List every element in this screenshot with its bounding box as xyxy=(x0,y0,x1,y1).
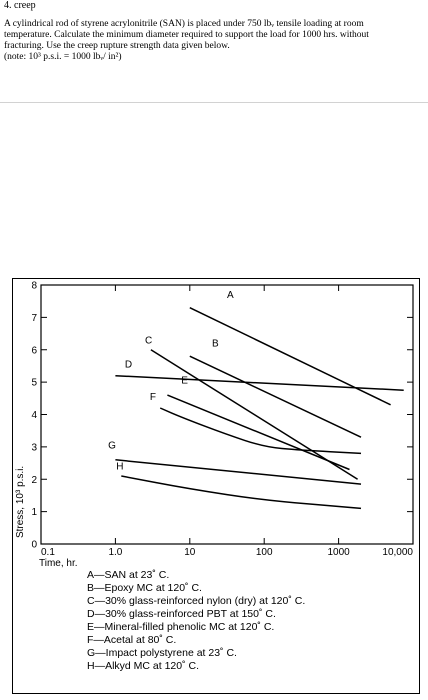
series-label-h: H xyxy=(116,462,123,473)
legend-item-b: B—Epoxy MC at 120˚ C. xyxy=(87,582,202,594)
y-tick-label-2: 2 xyxy=(31,475,37,486)
legend-item-e: E—Mineral-filled phenolic MC at 120˚ C. xyxy=(87,621,274,633)
series-line-g xyxy=(115,459,362,485)
legend-item-a: A—SAN at 23˚ C. xyxy=(87,569,169,581)
y-tick-label-6: 6 xyxy=(31,345,37,356)
series-line-f xyxy=(159,407,362,455)
problem-line-1: A cylindrical rod of styrene acrylonitri… xyxy=(4,19,364,29)
y-tick-label-7: 7 xyxy=(31,313,37,324)
series-line-b xyxy=(189,355,362,438)
y-tick-label-5: 5 xyxy=(31,378,37,389)
x-tick-label-1: 1.0 xyxy=(108,547,122,558)
x-tick-label-3: 100 xyxy=(256,547,273,558)
y-tick-label-3: 3 xyxy=(31,442,37,453)
series-label-f: F xyxy=(150,392,156,403)
series-label-e: E xyxy=(181,376,188,387)
series-label-c: C xyxy=(145,335,152,346)
problem-line-3: fracturing. Use the creep rupture streng… xyxy=(4,41,230,51)
x-axis-title: Time, hr. xyxy=(39,558,78,569)
y-tick-label-0: 0 xyxy=(31,540,37,551)
problem-line-2: temperature. Calculate the minimum diame… xyxy=(4,30,369,40)
creep-rupture-chart-svg: 0 1 2 3 4 5 6 7 8 0.1 1.0 10 100 1000 10,000 Time, hr. S… xyxy=(15,281,414,672)
y-tick-label-4: 4 xyxy=(31,410,37,421)
creep-rupture-chart: 0 1 2 3 4 5 6 7 8 0.1 1.0 10 100 1000 10,000 Time, hr. S… xyxy=(12,278,420,694)
x-tick-label-0: 0.1 xyxy=(41,547,55,558)
x-tick-label-4: 1000 xyxy=(327,547,350,558)
series-label-a: A xyxy=(227,290,234,301)
legend-item-f: F—Acetal at 80˚ C. xyxy=(87,634,176,646)
series-label-g: G xyxy=(108,440,116,451)
section-divider xyxy=(0,102,428,103)
series-line-d xyxy=(115,374,404,391)
y-tick-label-1: 1 xyxy=(31,507,37,518)
legend-item-g: G—Impact polystyrene at 23˚ C. xyxy=(87,647,237,659)
y-axis-title: Stress, 10³ p.s.i. xyxy=(15,466,26,538)
series-line-h xyxy=(121,475,362,510)
y-tick-label-8: 8 xyxy=(31,281,37,292)
problem-title: 4. creep xyxy=(4,0,36,11)
legend-item-c: C—30% glass-reinforced nylon (dry) at 12… xyxy=(87,595,305,607)
series-label-d: D xyxy=(125,360,132,371)
plot-frame xyxy=(40,284,414,545)
x-tick-label-5: 10,000 xyxy=(382,547,413,558)
problem-note: (note: 10³ p.s.i. = 1000 lbᵥ/ in²) xyxy=(4,52,122,62)
series-line-e xyxy=(167,394,350,471)
series-label-b: B xyxy=(212,339,219,350)
series-line-c xyxy=(150,349,358,480)
problem-statement: 4. creep A cylindrical rod of styrene ac… xyxy=(4,0,424,63)
series-line-a xyxy=(189,307,391,406)
legend-item-d: D—30% glass-reinforced PBT at 150˚ C. xyxy=(87,608,276,620)
x-tick-label-2: 10 xyxy=(184,547,196,558)
legend-item-h: H—Alkyd MC at 120˚ C. xyxy=(87,660,199,672)
